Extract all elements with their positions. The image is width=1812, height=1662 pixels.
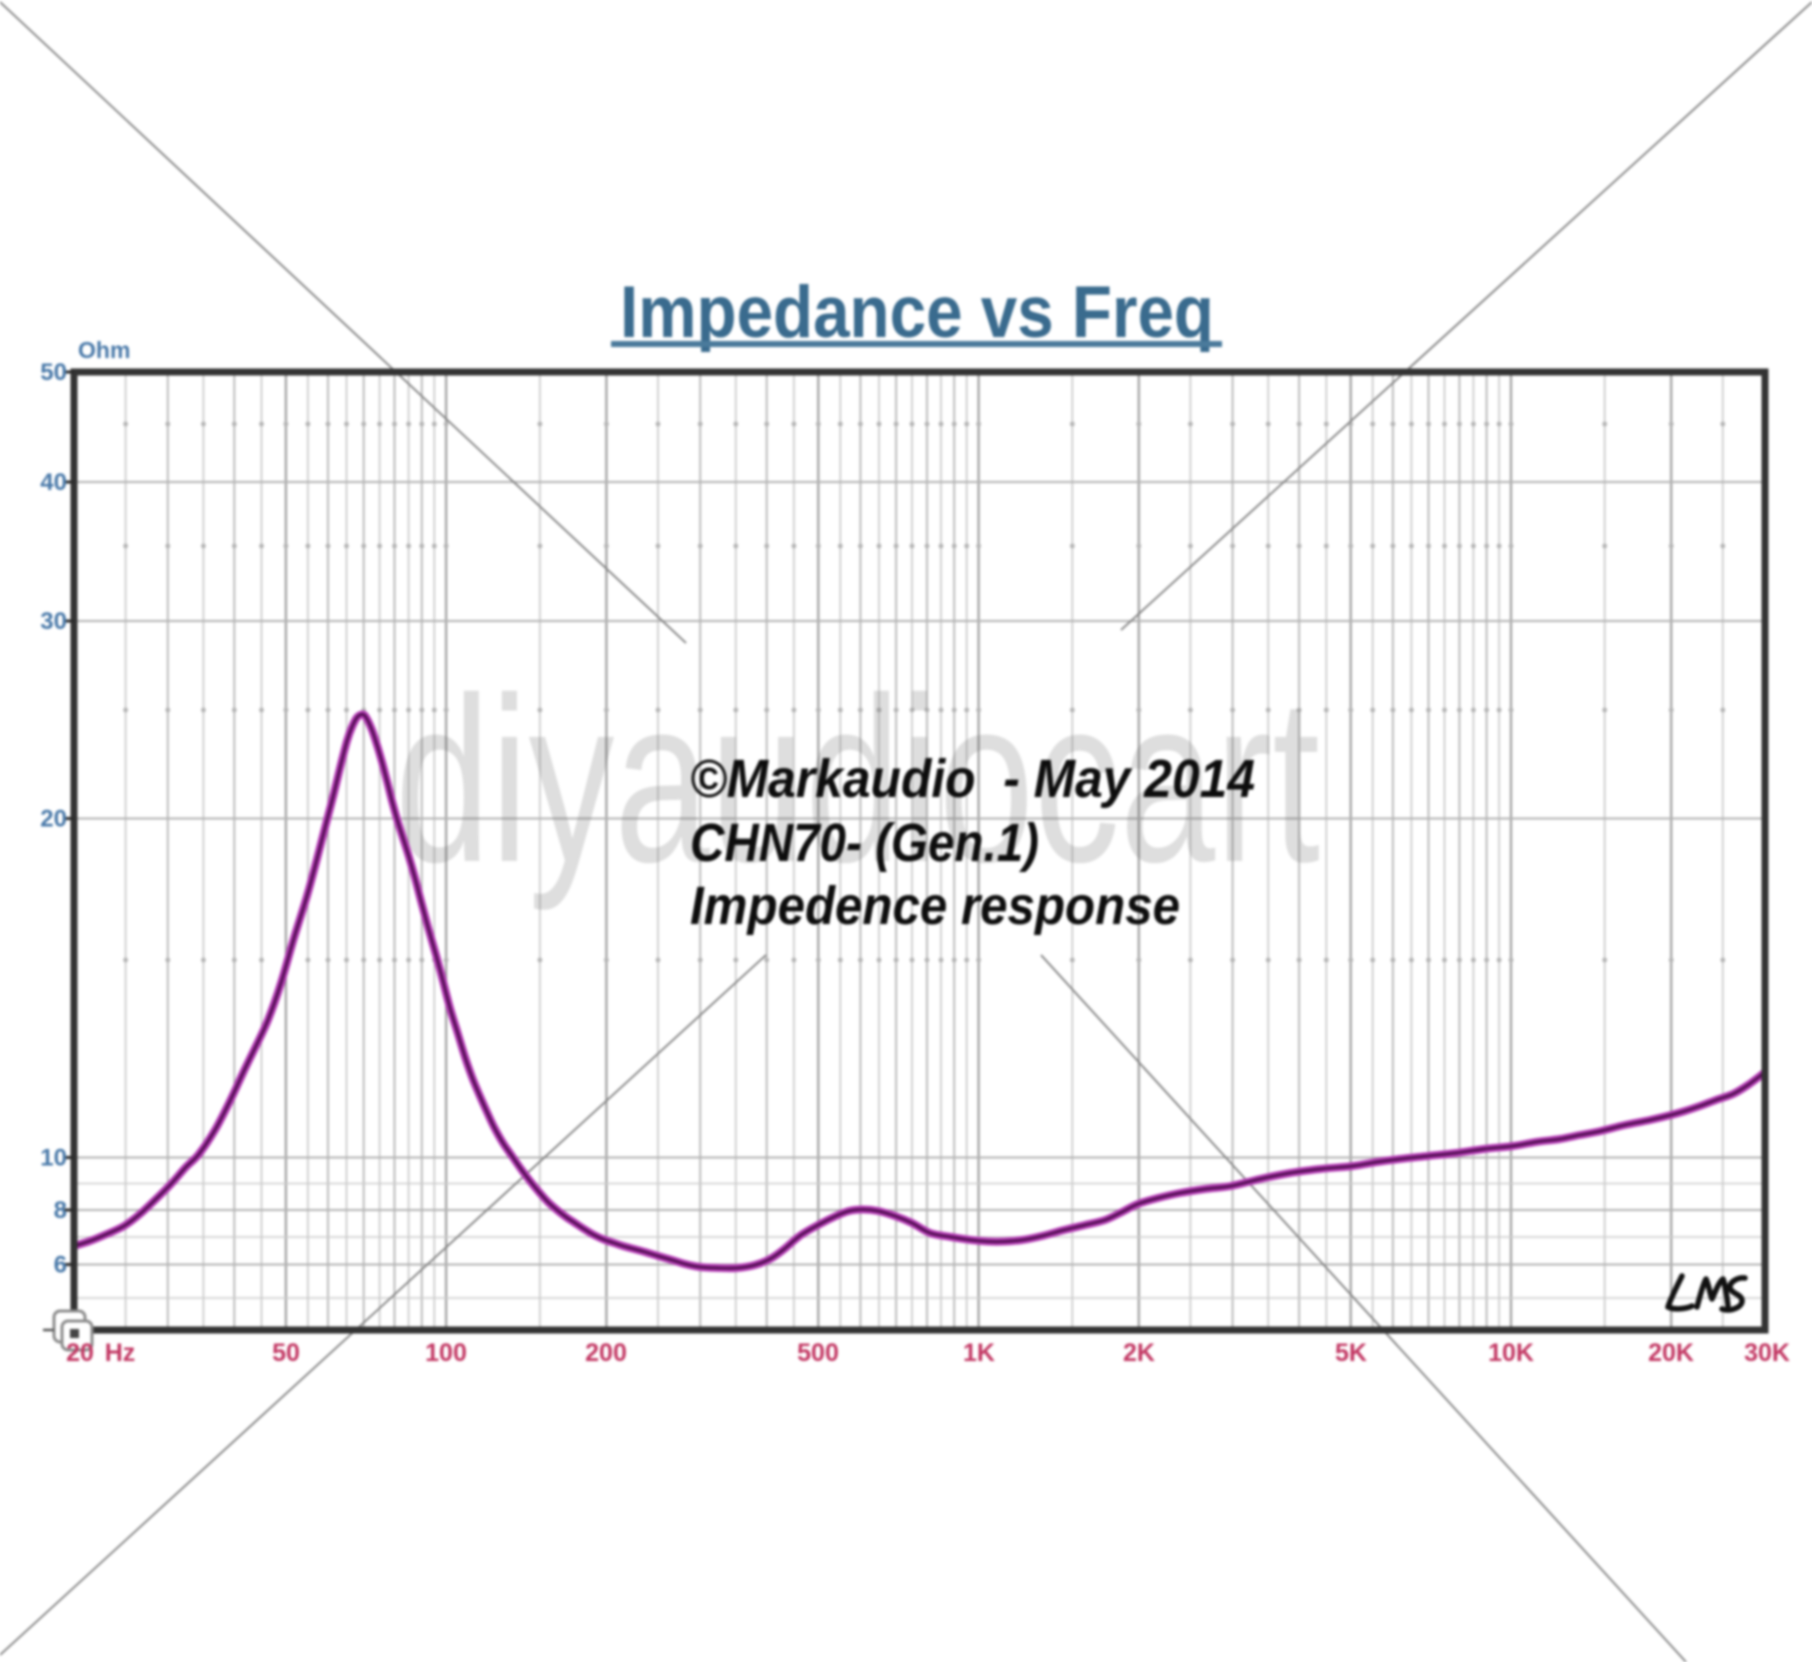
svg-text:20K: 20K (1648, 1339, 1694, 1367)
svg-text:5K: 5K (1335, 1339, 1367, 1367)
svg-text:100: 100 (425, 1339, 467, 1367)
svg-text:diyaudiocart: diyaudiocart (395, 648, 1320, 911)
svg-text:10: 10 (40, 1145, 67, 1172)
svg-text:30: 30 (40, 608, 67, 635)
svg-text:©Markaudio - May 2014: ©Markaudio - May 2014 (690, 749, 1255, 809)
svg-text:20: 20 (40, 806, 67, 833)
svg-text:Impedence response: Impedence response (690, 876, 1180, 936)
svg-text:6: 6 (54, 1252, 67, 1279)
svg-text:1K: 1K (963, 1339, 995, 1367)
svg-text:20: 20 (66, 1339, 94, 1367)
svg-text:Ohm: Ohm (78, 337, 130, 363)
svg-text:50: 50 (40, 359, 67, 386)
svg-text:200: 200 (585, 1339, 627, 1367)
svg-text:CHN70- (Gen.1): CHN70- (Gen.1) (690, 813, 1039, 873)
svg-text:500: 500 (797, 1339, 839, 1367)
svg-text:2K: 2K (1123, 1339, 1155, 1367)
svg-text:40: 40 (40, 469, 67, 496)
svg-text:50: 50 (272, 1339, 300, 1367)
svg-text:30K: 30K (1744, 1339, 1790, 1367)
svg-text:10K: 10K (1488, 1339, 1534, 1367)
svg-text:Impedance vs Freq: Impedance vs Freq (620, 272, 1214, 353)
svg-text:Hz: Hz (105, 1339, 136, 1367)
svg-text:8: 8 (54, 1197, 67, 1224)
